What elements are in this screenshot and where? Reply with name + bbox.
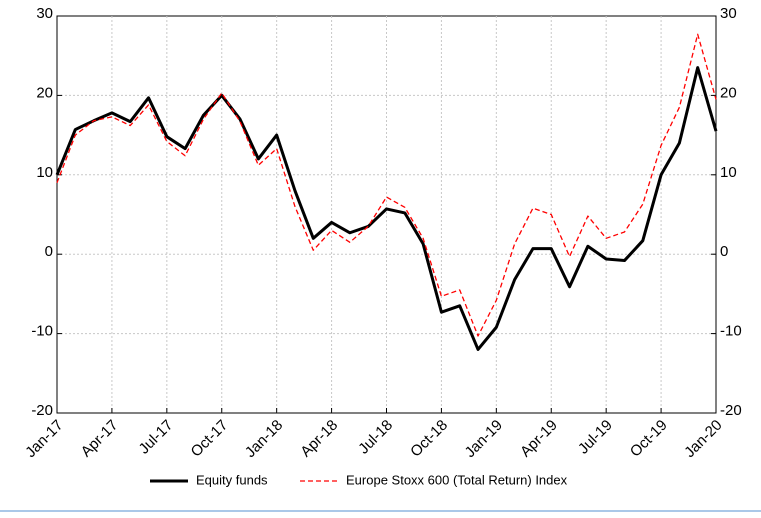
y2-tick-label: 20 xyxy=(720,84,737,101)
x-tick-label: Jul-18 xyxy=(355,417,396,458)
y-tick-label: 20 xyxy=(36,84,53,101)
x-tick-label: Jan-19 xyxy=(462,417,506,461)
y-tick-label: -10 xyxy=(31,323,53,340)
x-tick-label: Jan-17 xyxy=(22,417,66,461)
y-tick-label: 10 xyxy=(36,164,53,181)
y-tick-label: 0 xyxy=(45,243,53,260)
y2-tick-label: 0 xyxy=(720,243,728,260)
x-tick-label: Oct-17 xyxy=(188,417,232,461)
x-tick-label: Oct-19 xyxy=(627,417,671,461)
legend-label: Europe Stoxx 600 (Total Return) Index xyxy=(346,472,568,487)
series-line xyxy=(55,66,718,351)
y2-tick-label: -10 xyxy=(720,323,742,340)
x-tick-label: Apr-18 xyxy=(297,417,341,461)
x-tick-label: Apr-19 xyxy=(517,417,561,461)
x-tick-label: Jan-18 xyxy=(242,417,286,461)
x-tick-label: Jul-17 xyxy=(136,417,177,458)
x-tick-label: Oct-18 xyxy=(407,417,451,461)
y2-tick-label: 30 xyxy=(720,5,737,22)
x-tick-label: Jan-20 xyxy=(681,417,725,461)
x-tick-label: Jul-19 xyxy=(575,417,616,458)
legend-label: Equity funds xyxy=(196,472,268,487)
y-tick-label: 30 xyxy=(36,5,53,22)
y-tick-label: -20 xyxy=(31,402,53,419)
series-line xyxy=(56,33,717,337)
x-tick-label: Apr-17 xyxy=(78,417,122,461)
y2-tick-label: 10 xyxy=(720,164,737,181)
y2-tick-label: -20 xyxy=(720,402,742,419)
